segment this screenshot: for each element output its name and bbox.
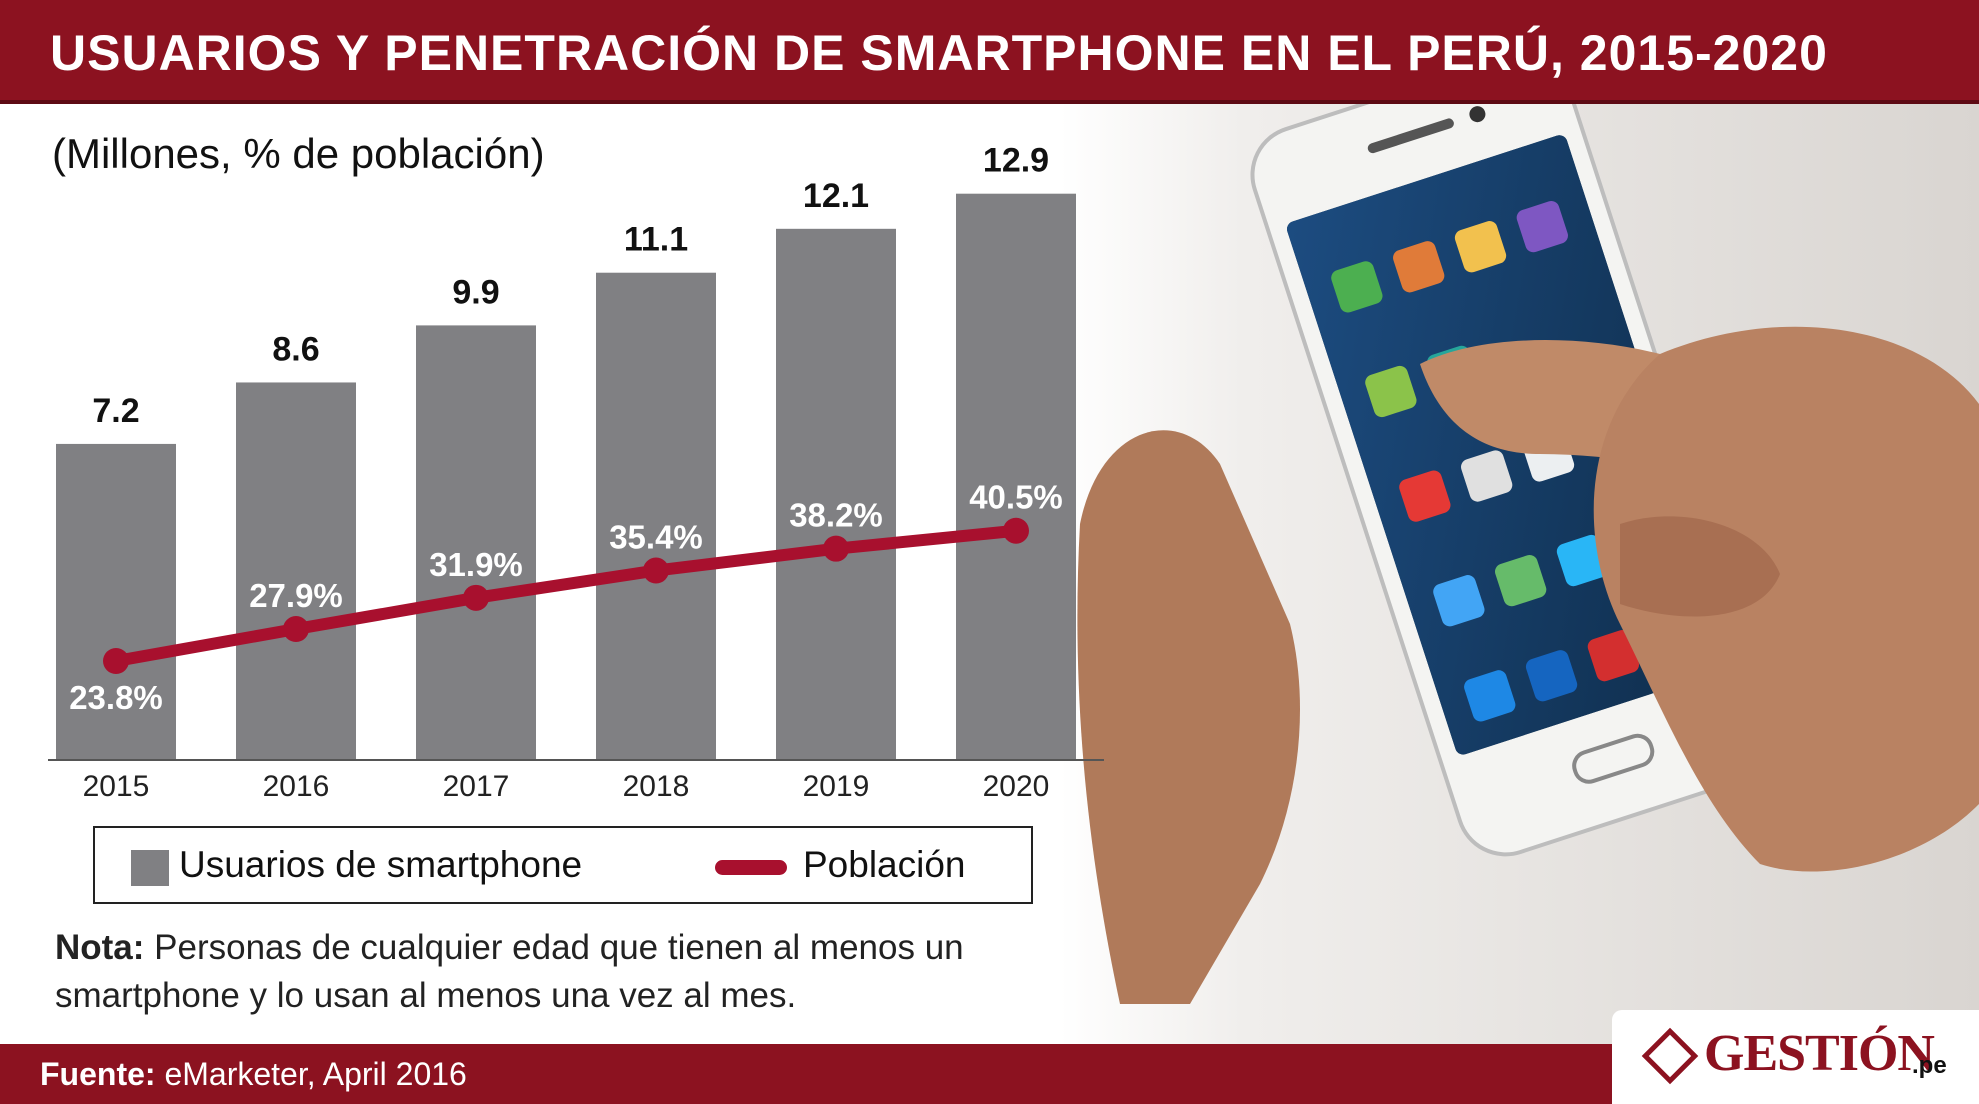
note-text: Personas de cualquier edad que tienen al… (55, 928, 964, 1015)
gestion-logo[interactable]: GESTIÓN .pe (1612, 1010, 1979, 1104)
bar-2017 (416, 325, 536, 760)
bar-value-label: 8.6 (272, 330, 319, 368)
legend-line-swatch (715, 860, 787, 875)
source-label: Fuente: (40, 1056, 156, 1092)
header-divider (0, 100, 1979, 104)
bar-value-label: 12.9 (983, 142, 1049, 180)
poblacion-point (283, 616, 309, 643)
poblacion-value-label: 23.8% (69, 679, 163, 716)
poblacion-point (463, 584, 489, 611)
bar-2016 (236, 382, 356, 760)
bar-value-label: 12.1 (803, 177, 869, 215)
legend-bars-label: Usuarios de smartphone (179, 844, 583, 885)
x-tick-label: 2016 (263, 770, 330, 803)
chart-legend: Usuarios de smartphone Población (93, 826, 1033, 904)
bar-2019 (776, 228, 896, 760)
poblacion-value-label: 40.5% (969, 479, 1063, 516)
chart-area: 7.2 2015 8.6 2016 9.9 2017 11.1 2018 12.1 2019 12.… (48, 142, 1104, 803)
poblacion-value-label: 27.9% (249, 577, 343, 614)
bar-value-label: 7.2 (92, 392, 139, 430)
gestion-logo-icon (1641, 1027, 1699, 1085)
x-tick-label: 2017 (443, 770, 510, 803)
logo-text: GESTIÓN (1704, 1025, 1935, 1082)
legend-line-label: Población (803, 844, 966, 885)
bar-value-label: 9.9 (452, 273, 499, 311)
logo-suffix: .pe (1912, 1052, 1947, 1079)
header-bar: USUARIOS Y PENETRACIÓN DE SMARTPHONE EN … (0, 0, 1979, 104)
bar-2015 (56, 443, 176, 760)
smartphone-photo (1060, 52, 1979, 1044)
bar-value-label: 11.1 (624, 221, 688, 259)
bar-2020 (956, 193, 1076, 760)
x-tick-label: 2018 (623, 770, 690, 803)
note-label: Nota: (55, 928, 145, 967)
poblacion-value-label: 31.9% (429, 546, 523, 583)
poblacion-value-label: 38.2% (789, 497, 883, 534)
poblacion-point (1003, 517, 1029, 544)
x-tick-label: 2020 (983, 770, 1050, 803)
chart-note: Nota: Personas de cualquier edad que tie… (55, 924, 1055, 1020)
x-tick-label: 2015 (83, 770, 150, 803)
bar-2018 (596, 272, 716, 760)
chart-title: USUARIOS Y PENETRACIÓN DE SMARTPHONE EN … (50, 25, 1828, 81)
smartphone-illustration (1077, 52, 1979, 1004)
poblacion-point (103, 648, 129, 674)
source-credit: Fuente: eMarketer, April 2016 (40, 1056, 467, 1093)
x-tick-label: 2019 (803, 770, 870, 803)
legend-bar-swatch (131, 850, 169, 886)
poblacion-point (643, 557, 669, 584)
poblacion-line (110, 524, 1022, 667)
poblacion-value-label: 35.4% (609, 519, 703, 556)
chart-subtitle: (Millones, % de población) (52, 130, 545, 177)
source-text: eMarketer, April 2016 (155, 1056, 467, 1092)
poblacion-point (823, 535, 849, 562)
